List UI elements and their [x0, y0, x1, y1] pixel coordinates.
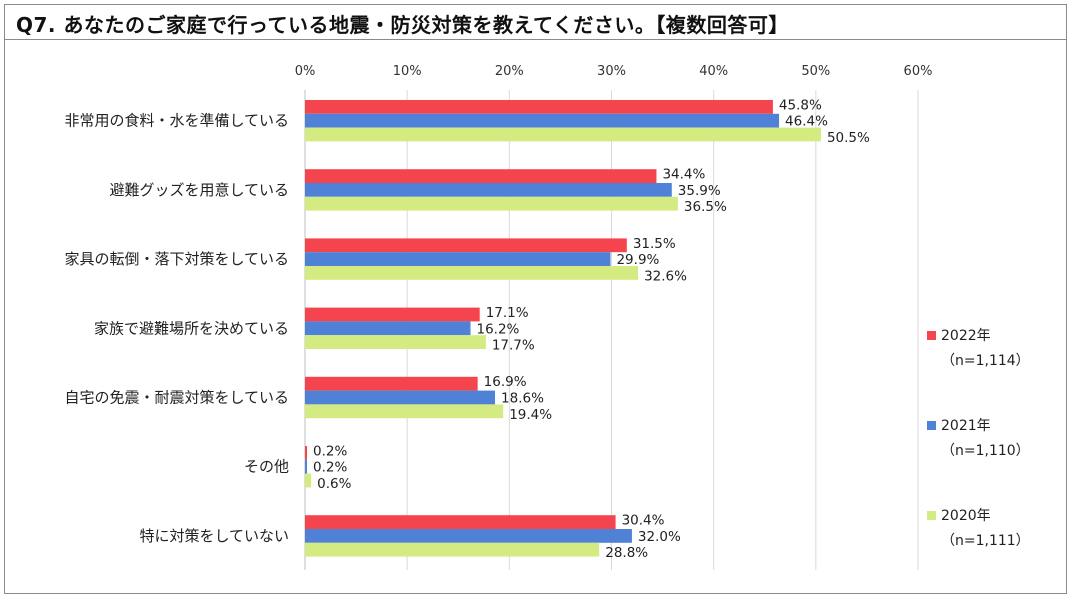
data-label: 30.4%	[622, 513, 665, 529]
x-tick-label: 20%	[495, 64, 524, 79]
data-labels: 45.8%46.4%50.5% 34.4%35.9%36.5% 31.5%29.9%…	[313, 97, 870, 561]
chart-title: Q7. あなたのご家庭で行っている地震・防災対策を教えてください。【複数回答可】	[16, 13, 789, 37]
data-label: 31.5%	[633, 236, 676, 252]
bar	[305, 446, 308, 460]
title-bar: Q7. あなたのご家庭で行っている地震・防災対策を教えてください。【複数回答可】	[4, 4, 1067, 40]
legend: 2022年 （n=1,114） 2021年 （n=1,110） 2020年 （n=1,11…	[927, 328, 1030, 549]
data-label: 46.4%	[785, 114, 828, 130]
bar	[305, 183, 672, 197]
bar	[305, 321, 471, 336]
legend-label: 2022年	[941, 328, 991, 344]
legend-label: 2020年	[941, 508, 991, 524]
data-label: 16.9%	[484, 374, 527, 390]
category-label: 家具の転倒・落下対策をしている	[64, 250, 289, 268]
data-label: 17.7%	[492, 338, 535, 354]
bar	[305, 542, 600, 557]
legend-swatch	[927, 331, 936, 340]
category-label: 特に対策をしていない	[139, 527, 289, 545]
data-label: 34.4%	[662, 167, 705, 183]
bars	[305, 100, 821, 557]
data-label: 19.4%	[509, 407, 552, 423]
data-label: 18.6%	[501, 391, 544, 407]
bar	[305, 196, 678, 211]
legend-swatch	[927, 511, 936, 520]
data-label: 28.8%	[605, 545, 648, 561]
legend-n-label: （n=1,111）	[941, 533, 1030, 549]
x-tick-label: 30%	[597, 64, 626, 79]
legend-swatch	[927, 421, 936, 430]
bar	[305, 473, 312, 488]
data-label: 50.5%	[827, 130, 870, 146]
category-label: 非常用の食料・水を準備している	[64, 112, 289, 130]
bar	[305, 376, 478, 391]
bar	[305, 169, 657, 183]
bar	[305, 238, 627, 253]
category-labels: 非常用の食料・水を準備している避難グッズを用意している家具の転倒・落下対策をして…	[64, 112, 289, 545]
bar	[305, 515, 616, 529]
bar	[305, 252, 611, 266]
chart-frame	[4, 4, 1067, 594]
bar	[305, 307, 480, 322]
bar	[305, 266, 639, 280]
bar	[305, 390, 496, 405]
x-tick-label: 0%	[295, 64, 316, 79]
x-tick-label: 50%	[801, 64, 830, 79]
bar	[305, 335, 486, 349]
bar	[305, 529, 632, 543]
data-label: 32.6%	[644, 268, 687, 284]
bar	[305, 113, 780, 128]
x-tick-label: 60%	[904, 64, 933, 79]
category-label: その他	[244, 458, 289, 476]
data-label: 0.2%	[313, 443, 347, 459]
bar	[305, 404, 504, 419]
bar	[305, 459, 308, 474]
data-label: 0.2%	[313, 460, 347, 476]
bar	[305, 100, 773, 114]
category-label: 避難グッズを用意している	[109, 181, 289, 199]
data-label: 0.6%	[317, 476, 351, 492]
x-axis-ticks: 0% 10% 20% 30% 40% 50% 60%	[295, 64, 933, 79]
data-label: 17.1%	[486, 305, 529, 321]
legend-n-label: （n=1,110）	[941, 443, 1030, 459]
bar	[305, 127, 821, 142]
data-label: 35.9%	[678, 183, 721, 199]
data-label: 36.5%	[684, 199, 727, 215]
category-label: 家族で避難場所を決めている	[94, 319, 289, 337]
x-tick-label: 10%	[393, 64, 422, 79]
legend-label: 2021年	[941, 418, 991, 434]
legend-n-label: （n=1,114）	[941, 353, 1030, 369]
data-label: 32.0%	[638, 529, 681, 545]
data-label: 16.2%	[477, 321, 520, 337]
category-label: 自宅の免震・耐震対策をしている	[64, 389, 289, 407]
data-label: 29.9%	[616, 252, 659, 268]
data-label: 45.8%	[779, 97, 822, 113]
x-tick-label: 40%	[699, 64, 728, 79]
